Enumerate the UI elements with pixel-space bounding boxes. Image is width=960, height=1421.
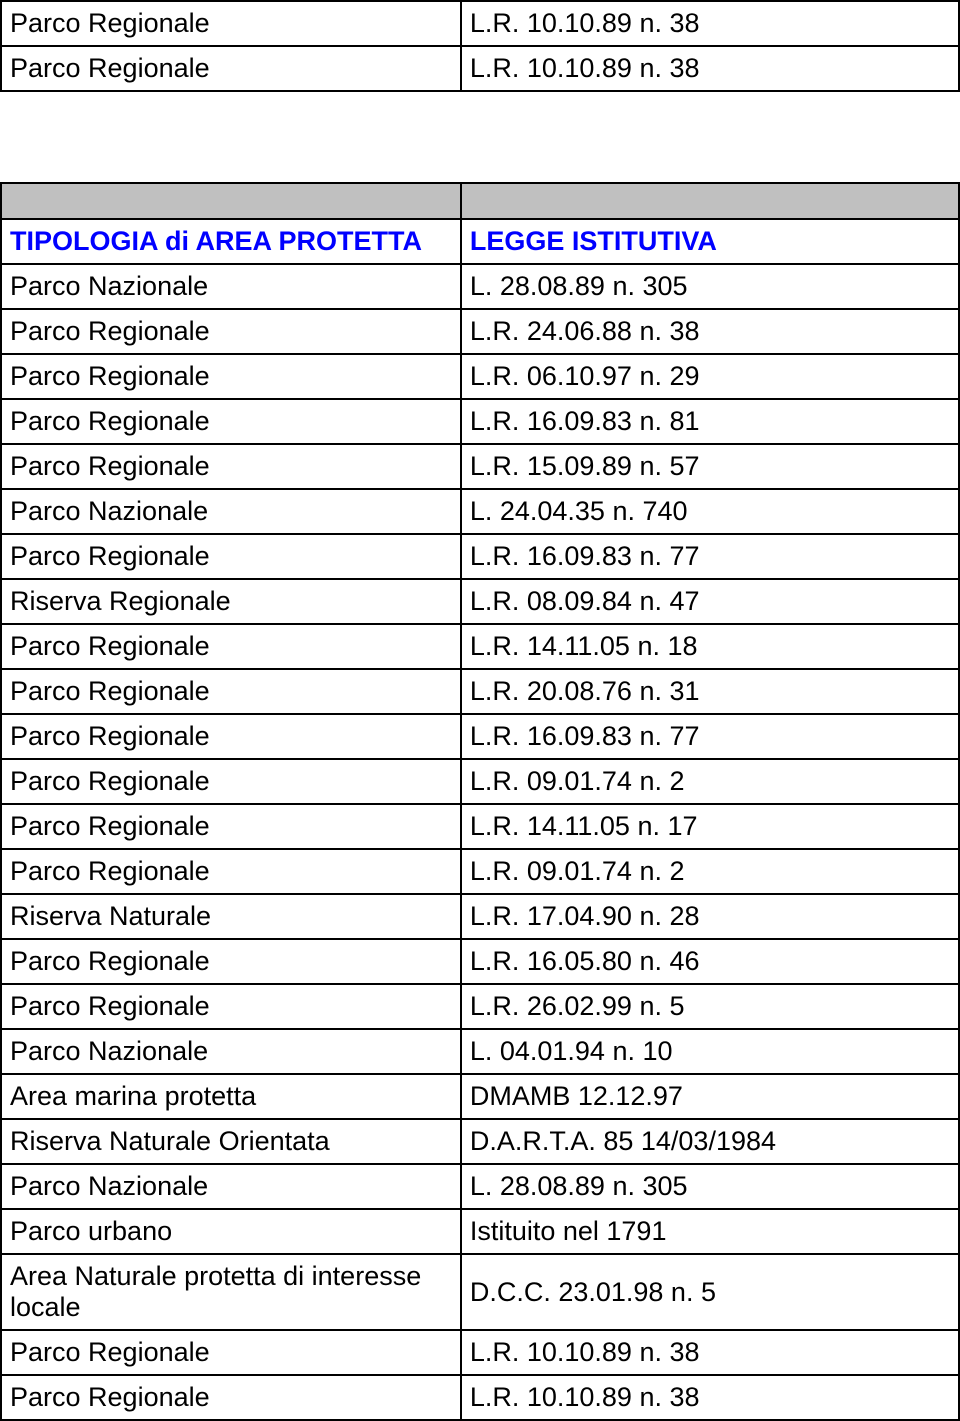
- cell-law: L.R. 09.01.74 n. 2: [461, 759, 959, 804]
- cell-law: D.C.C. 23.01.98 n. 5: [461, 1254, 959, 1330]
- cell-type: Riserva Regionale: [1, 579, 461, 624]
- table-row: Parco RegionaleL.R. 10.10.89 n. 38: [1, 1375, 959, 1420]
- table-row: Parco RegionaleL.R. 16.09.83 n. 77: [1, 714, 959, 759]
- main-table: TIPOLOGIA di AREA PROTETTA LEGGE ISTITUT…: [0, 182, 960, 1421]
- table-row: Parco RegionaleL.R. 16.09.83 n. 81: [1, 399, 959, 444]
- cell-type: Riserva Naturale Orientata: [1, 1119, 461, 1164]
- cell-law: L. 04.01.94 n. 10: [461, 1029, 959, 1074]
- cell-law: L.R. 14.11.05 n. 17: [461, 804, 959, 849]
- cell-type: Parco Regionale: [1, 46, 461, 91]
- table-row: Parco RegionaleL.R. 10.10.89 n. 38: [1, 1330, 959, 1375]
- spacer: [0, 92, 960, 182]
- cell-type: Parco Regionale: [1, 714, 461, 759]
- table-row: Parco NazionaleL. 28.08.89 n. 305: [1, 1164, 959, 1209]
- cell-type: Parco Regionale: [1, 354, 461, 399]
- cell-law: L.R. 24.06.88 n. 38: [461, 309, 959, 354]
- table-row: Parco NazionaleL. 24.04.35 n. 740: [1, 489, 959, 534]
- table-row: Parco RegionaleL.R. 24.06.88 n. 38: [1, 309, 959, 354]
- table-row: Parco RegionaleL.R. 10.10.89 n. 38: [1, 1, 959, 46]
- cell-type: Parco Regionale: [1, 1, 461, 46]
- cell-type: Parco Nazionale: [1, 264, 461, 309]
- cell-type: Parco Regionale: [1, 984, 461, 1029]
- cell-law: L. 24.04.35 n. 740: [461, 489, 959, 534]
- header-legge: LEGGE ISTITUTIVA: [461, 219, 959, 264]
- cell-law: L.R. 17.04.90 n. 28: [461, 894, 959, 939]
- header-tipologia: TIPOLOGIA di AREA PROTETTA: [1, 219, 461, 264]
- table-row: Parco RegionaleL.R. 14.11.05 n. 18: [1, 624, 959, 669]
- cell-law: D.A.R.T.A. 85 14/03/1984: [461, 1119, 959, 1164]
- cell-type: Parco Nazionale: [1, 1164, 461, 1209]
- cell-type: Parco Regionale: [1, 624, 461, 669]
- cell-law: L.R. 10.10.89 n. 38: [461, 46, 959, 91]
- table-row: Parco NazionaleL. 28.08.89 n. 305: [1, 264, 959, 309]
- cell-type: Parco Regionale: [1, 444, 461, 489]
- cell-law: L.R. 09.01.74 n. 2: [461, 849, 959, 894]
- cell-law: L.R. 10.10.89 n. 38: [461, 1330, 959, 1375]
- cell-type: Parco Regionale: [1, 309, 461, 354]
- cell-law: L.R. 16.09.83 n. 77: [461, 714, 959, 759]
- cell-type: Parco Regionale: [1, 399, 461, 444]
- cell-law: L.R. 16.05.80 n. 46: [461, 939, 959, 984]
- cell-type: Parco Regionale: [1, 804, 461, 849]
- table-row: Parco RegionaleL.R. 15.09.89 n. 57: [1, 444, 959, 489]
- table-row: Parco RegionaleL.R. 09.01.74 n. 2: [1, 849, 959, 894]
- cell-type: Riserva Naturale: [1, 894, 461, 939]
- cell-law: L.R. 15.09.89 n. 57: [461, 444, 959, 489]
- cell-law: L.R. 14.11.05 n. 18: [461, 624, 959, 669]
- gray-separator-row: [1, 183, 959, 219]
- cell-law: DMAMB 12.12.97: [461, 1074, 959, 1119]
- cell-type: Parco Nazionale: [1, 1029, 461, 1074]
- table-row: Riserva RegionaleL.R. 08.09.84 n. 47: [1, 579, 959, 624]
- cell-law: L.R. 10.10.89 n. 38: [461, 1375, 959, 1420]
- cell-law: L.R. 10.10.89 n. 38: [461, 1, 959, 46]
- cell-type: Area marina protetta: [1, 1074, 461, 1119]
- table-row: Area Naturale protetta di interesse loca…: [1, 1254, 959, 1330]
- cell-type: Parco Regionale: [1, 669, 461, 714]
- cell-law: L.R. 20.08.76 n. 31: [461, 669, 959, 714]
- cell-law: L.R. 16.09.83 n. 77: [461, 534, 959, 579]
- cell-law: L.R. 06.10.97 n. 29: [461, 354, 959, 399]
- table-row: Area marina protettaDMAMB 12.12.97: [1, 1074, 959, 1119]
- table-row: Parco RegionaleL.R. 16.05.80 n. 46: [1, 939, 959, 984]
- cell-type: Parco Regionale: [1, 759, 461, 804]
- table-row: Parco RegionaleL.R. 26.02.99 n. 5: [1, 984, 959, 1029]
- cell-law: L. 28.08.89 n. 305: [461, 264, 959, 309]
- cell-type: Parco Regionale: [1, 1330, 461, 1375]
- table-header-row: TIPOLOGIA di AREA PROTETTA LEGGE ISTITUT…: [1, 219, 959, 264]
- top-mini-table: Parco RegionaleL.R. 10.10.89 n. 38Parco …: [0, 0, 960, 92]
- cell-type: Area Naturale protetta di interesse loca…: [1, 1254, 461, 1330]
- cell-type: Parco Regionale: [1, 849, 461, 894]
- cell-law: L. 28.08.89 n. 305: [461, 1164, 959, 1209]
- cell-type: Parco Regionale: [1, 534, 461, 579]
- cell-law: L.R. 16.09.83 n. 81: [461, 399, 959, 444]
- table-row: Parco NazionaleL. 04.01.94 n. 10: [1, 1029, 959, 1074]
- table-row: Riserva Naturale OrientataD.A.R.T.A. 85 …: [1, 1119, 959, 1164]
- cell-law: Istituito nel 1791: [461, 1209, 959, 1254]
- cell-law: L.R. 26.02.99 n. 5: [461, 984, 959, 1029]
- cell-law: L.R. 08.09.84 n. 47: [461, 579, 959, 624]
- cell-type: Parco Regionale: [1, 939, 461, 984]
- table-row: Parco RegionaleL.R. 10.10.89 n. 38: [1, 46, 959, 91]
- table-row: Parco RegionaleL.R. 09.01.74 n. 2: [1, 759, 959, 804]
- cell-type: Parco Regionale: [1, 1375, 461, 1420]
- table-row: Riserva NaturaleL.R. 17.04.90 n. 28: [1, 894, 959, 939]
- cell-type: Parco Nazionale: [1, 489, 461, 534]
- table-row: Parco RegionaleL.R. 14.11.05 n. 17: [1, 804, 959, 849]
- table-row: Parco RegionaleL.R. 16.09.83 n. 77: [1, 534, 959, 579]
- cell-type: Parco urbano: [1, 1209, 461, 1254]
- table-row: Parco urbanoIstituito nel 1791: [1, 1209, 959, 1254]
- table-row: Parco RegionaleL.R. 20.08.76 n. 31: [1, 669, 959, 714]
- table-row: Parco RegionaleL.R. 06.10.97 n. 29: [1, 354, 959, 399]
